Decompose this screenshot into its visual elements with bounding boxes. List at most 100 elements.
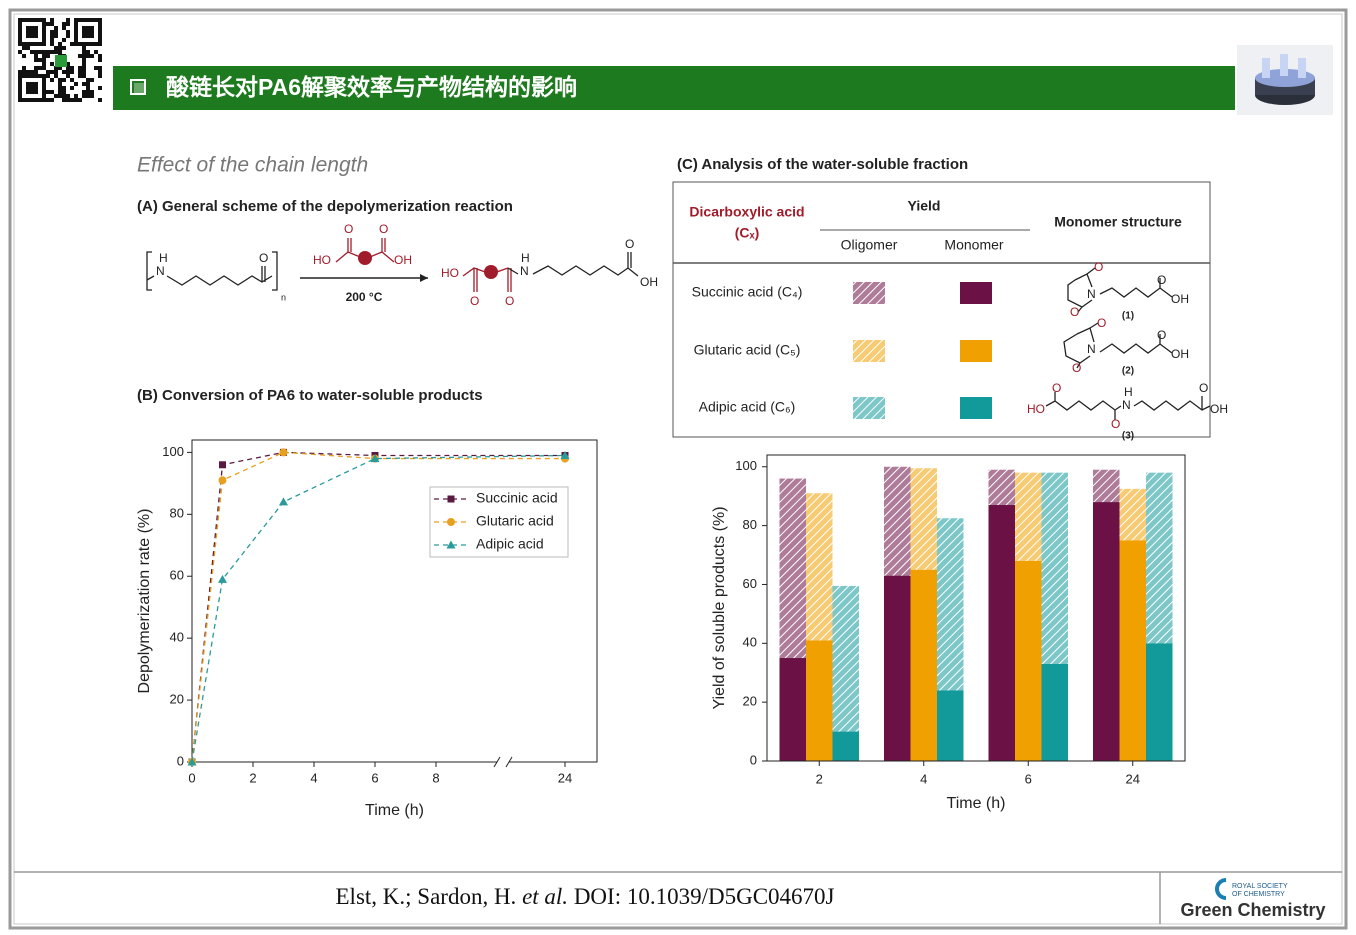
qr-cell [98,38,102,42]
table: Dicarboxylic acid (Cₓ) Yield Oligomer Mo… [672,181,1228,442]
qr-cell [58,42,62,46]
qr-cell [38,98,42,102]
qr-cell [22,46,26,50]
panel-title: (C) Analysis of the water-soluble fracti… [677,156,968,173]
bar-oligomer [1093,469,1120,503]
x-tick-label: 2 [816,771,823,786]
qr-cell [50,70,54,74]
qr-cell [18,70,22,74]
qr-cell [42,62,46,66]
slide-title: 酸链长对PA6解聚效率与产物结构的影响 [166,74,577,100]
qr-cell [78,98,82,102]
qr-cell [98,86,102,90]
journal-name: Green Chemistry [1180,900,1325,920]
qr-cell [90,18,94,22]
qr-cell [82,58,86,62]
qr-cell [38,58,42,62]
logo-mark [1215,878,1227,900]
bar-oligomer [910,468,937,570]
qr-cell [78,54,82,58]
atom: OH [394,253,412,267]
bar-oligomer [937,518,964,691]
table-header: (Cₓ) [735,225,760,241]
qr-cell [18,38,22,42]
qr-cell [82,54,86,58]
qr-cell [26,30,30,34]
table-header: Monomer structure [1054,214,1182,230]
qr-cell [34,82,38,86]
qr-cell [82,66,86,70]
qr-cell [74,82,78,86]
qr-cell [78,74,82,78]
qr-cell [18,22,22,26]
atom: O [1199,381,1208,395]
qr-cell [42,98,46,102]
atom-highlight [358,251,372,265]
atom: O [1097,316,1106,330]
qr-cell [74,34,78,38]
qr-cell [50,78,54,82]
qr-cell [42,74,46,78]
qr-cell [26,34,30,38]
qr-cell [26,42,30,46]
marker [187,757,197,766]
qr-cell [46,50,50,54]
atom: O [379,222,388,236]
qr-cell [78,66,82,70]
title-icon [130,79,146,95]
y-tick-label: 60 [170,568,184,583]
qr-cell [38,74,42,78]
compound-number: (2) [1122,366,1134,377]
y-tick-label: 40 [743,635,757,650]
row-label: Adipic acid (C₆) [699,399,796,415]
bond [462,267,512,292]
qr-cell [82,90,86,94]
qr-cell [26,70,30,74]
bar-monomer [1146,643,1173,761]
qr-cell [82,82,86,86]
qr-cell [82,62,86,66]
qr-cell [42,30,46,34]
qr-cell [86,18,90,22]
table-rows: Succinic acid (C₄) Glutaric acid (C₅) Adip… [692,282,992,419]
x-axis-label: Time (h) [947,795,1006,812]
qr-cell [98,18,102,22]
qr-cell [86,50,90,54]
qr-cell [66,74,70,78]
marker [370,454,380,463]
qr-cell [18,50,22,54]
qr-cell [30,98,34,102]
qr-cell [54,30,58,34]
qr-cell [70,98,74,102]
inner-frame [13,13,1343,925]
qr-cell [42,86,46,90]
atom: O [1157,273,1166,287]
qr-cell [98,66,102,70]
compound-number: (1) [1122,311,1134,322]
qr-cell [98,30,102,34]
atom: N [1122,398,1131,412]
bar-oligomer [1146,472,1173,644]
qr-cell [66,62,70,66]
qr-cell [26,46,30,50]
atom: O [1070,305,1079,319]
qr-cell [42,34,46,38]
qr-cell [74,30,78,34]
qr-cell [98,54,102,58]
qr-cell [86,42,90,46]
qr-cell [18,34,22,38]
qr-cell [34,34,38,38]
table-header: Dicarboxylic acid [689,204,804,220]
bar-monomer [779,658,806,761]
y-axis-label: Yield of soluble products (%) [711,506,728,709]
qr-cell [50,38,54,42]
qr-cell [90,94,94,98]
compound-number: (3) [1122,431,1134,442]
qr-cell [66,30,70,34]
footer-rule [14,871,1342,924]
y-tick-label: 40 [170,630,184,645]
qr-cell [22,54,26,58]
legend-label: Succinic acid [476,490,558,506]
